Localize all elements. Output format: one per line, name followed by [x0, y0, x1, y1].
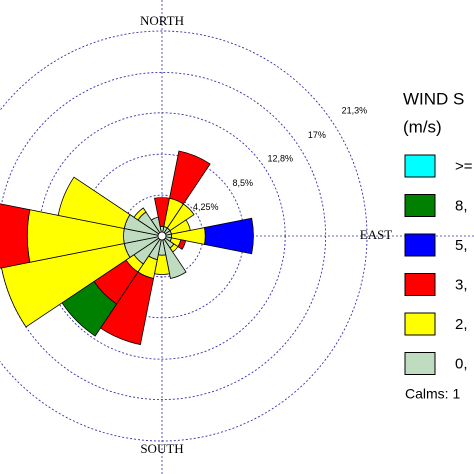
legend-title: (m/s) [403, 117, 442, 136]
r-tick-label: 17% [308, 130, 326, 140]
legend-label: 5, [455, 237, 468, 254]
r-tick-label: 8,5% [233, 178, 254, 188]
petal-segment [57, 176, 131, 229]
legend-swatch [404, 312, 436, 336]
r-tick-label: 21,3% [342, 105, 368, 115]
r-tick-label: 12,8% [268, 154, 294, 164]
petal-segment [169, 150, 211, 205]
legend-label: 2, [455, 316, 468, 333]
ring [0, 71, 327, 401]
center [157, 231, 167, 241]
direction-label: SOUTH [140, 441, 183, 456]
legend-label: >= [455, 158, 473, 175]
legend-label: 0, [455, 355, 468, 372]
petal-segment [1, 243, 131, 328]
ring [38, 112, 286, 360]
legend-swatch [404, 273, 436, 296]
legend-label: 8, [455, 197, 468, 214]
legend-swatch [404, 154, 436, 178]
petals [0, 150, 254, 346]
legend-swatch [404, 194, 436, 217]
petal-segment [166, 203, 195, 232]
petal-segment [0, 203, 31, 269]
petal-segment [150, 216, 163, 237]
petal-segment [204, 217, 254, 255]
r-tick-label: 4,25% [193, 202, 219, 212]
legend-title: WIND S [403, 89, 464, 108]
petal-segment [161, 235, 187, 279]
petal-segment [133, 207, 147, 221]
legend-swatch [404, 352, 436, 375]
legend-label: 3, [455, 276, 468, 293]
direction-label: EAST [360, 227, 393, 242]
direction-label: NORTH [140, 13, 184, 28]
labels: 4,25% 8,5% 12,8% 17% 21,3% NORTH EAST SOUTH [140, 13, 392, 456]
petal-segment [177, 239, 187, 250]
ring [0, 30, 368, 442]
calms-label: Calms: 1 [405, 386, 460, 402]
legend-swatch [404, 233, 436, 257]
